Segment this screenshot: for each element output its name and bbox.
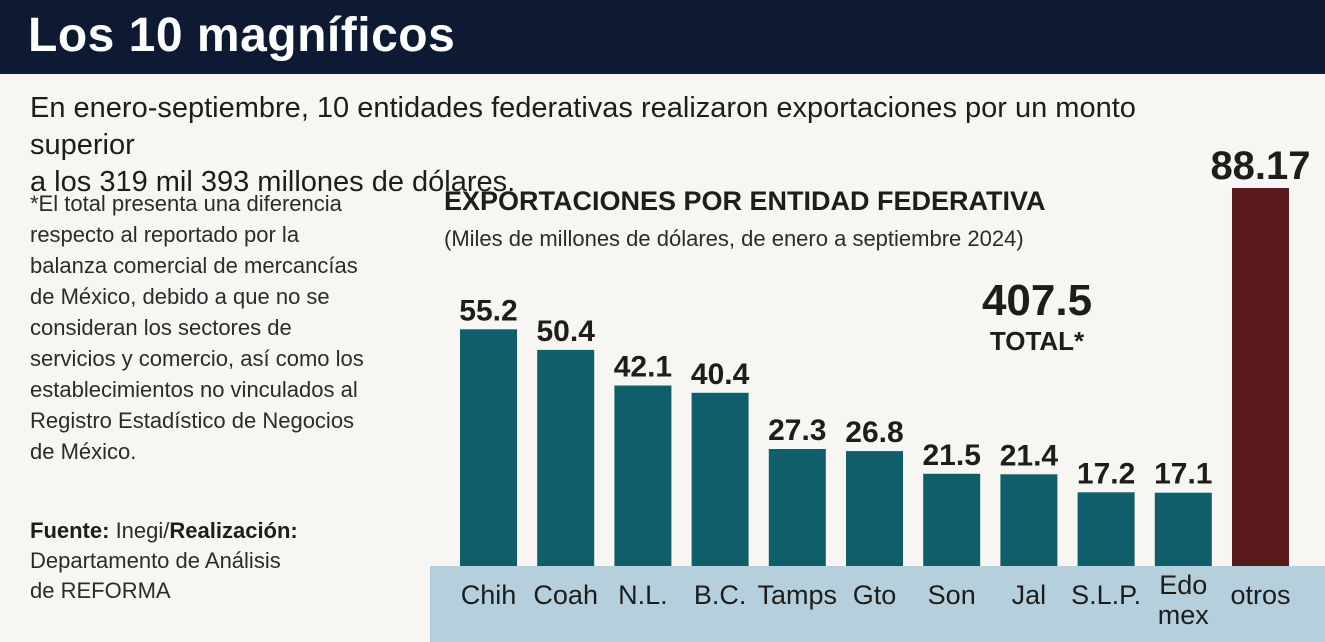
value-label: 88.17: [1210, 144, 1310, 188]
note-line: establecimientos no vinculados al: [30, 377, 358, 402]
category-label: Jal: [1012, 580, 1047, 610]
note-line: de México, debido a que no se: [30, 284, 330, 309]
bar-gto: [846, 451, 903, 566]
note-line: respecto al reportado por la: [30, 222, 300, 247]
category-label: N.L.: [618, 580, 668, 610]
bar-otros: [1232, 188, 1289, 566]
note-line: servicios y comercio, así como los: [30, 346, 364, 371]
total-value: 407.5: [981, 276, 1093, 325]
credit-line-2: Departamento de Análisis: [30, 548, 281, 573]
intro-line-2: a los 319 mil 393 millones de dólares.: [30, 166, 516, 198]
bar-coah: [537, 349, 595, 566]
value-label: 21.4: [1000, 439, 1059, 472]
bar-n-l-: [614, 385, 672, 566]
note-line: balanza comercial de mercancías: [30, 253, 358, 278]
source-label: Fuente:: [30, 518, 110, 543]
value-label: 50.4: [537, 315, 596, 348]
category-label: Son: [928, 580, 976, 610]
total-label: TOTAL*: [989, 326, 1085, 356]
intro-text: En enero-septiembre, 10 entidades federa…: [30, 90, 1220, 201]
value-label: 17.2: [1077, 457, 1135, 490]
value-label: 17.1: [1154, 458, 1212, 491]
axis-band: [430, 566, 1325, 642]
note-line: Registro Estadístico de Negocios: [30, 408, 355, 433]
intro-line-1: En enero-septiembre, 10 entidades federa…: [30, 92, 1136, 161]
source-credit: Fuente: Inegi/Realización: Departamento …: [30, 516, 415, 606]
category-label: Edo: [1159, 570, 1207, 600]
note-line: consideran los sectores de: [30, 315, 292, 340]
category-label: mex: [1158, 600, 1210, 630]
credit-label: Realización:: [169, 518, 298, 543]
note-line: *El total presenta una diferencia: [30, 191, 342, 216]
credit-line-3: de REFORMA: [30, 578, 171, 603]
category-label: otros: [1230, 580, 1290, 610]
value-label: 21.5: [923, 439, 981, 472]
header-band: [0, 0, 1325, 74]
page-title: Los 10 magníficos: [28, 9, 456, 62]
chart-title: EXPORTACIONES POR ENTIDAD FEDERATIVA: [444, 186, 1046, 216]
value-label: 55.2: [459, 294, 517, 327]
value-label: 40.4: [691, 358, 750, 391]
category-label: Chih: [461, 580, 517, 610]
value-label: 26.8: [845, 416, 903, 449]
value-label: 27.3: [768, 414, 826, 447]
source-value: Inegi/: [109, 518, 170, 543]
note-line: de México.: [30, 439, 137, 464]
category-label: Coah: [533, 580, 598, 610]
bar-son: [923, 473, 981, 566]
bar-jal: [1000, 474, 1058, 566]
bar-b-c-: [691, 392, 749, 566]
value-label: 42.1: [614, 351, 672, 384]
category-label: B.C.: [694, 580, 747, 610]
methodology-note: *El total presenta una diferencia respec…: [30, 188, 415, 467]
chart-subtitle: (Miles de millones de dólares, de enero …: [444, 226, 1024, 251]
category-label: S.L.P.: [1071, 580, 1141, 610]
category-label: Tamps: [758, 580, 838, 610]
bar-chih: [460, 329, 517, 566]
bars-layer: 55.2 Chih 50.4 Coah 42.1 N.L. 40.4 B.C. 27.3 Tamp…: [459, 144, 1310, 630]
bar-tamps: [768, 449, 826, 566]
bar-edo-mex: [1154, 492, 1212, 566]
bar-s-l-p-: [1077, 492, 1135, 566]
category-label: Gto: [853, 580, 897, 610]
